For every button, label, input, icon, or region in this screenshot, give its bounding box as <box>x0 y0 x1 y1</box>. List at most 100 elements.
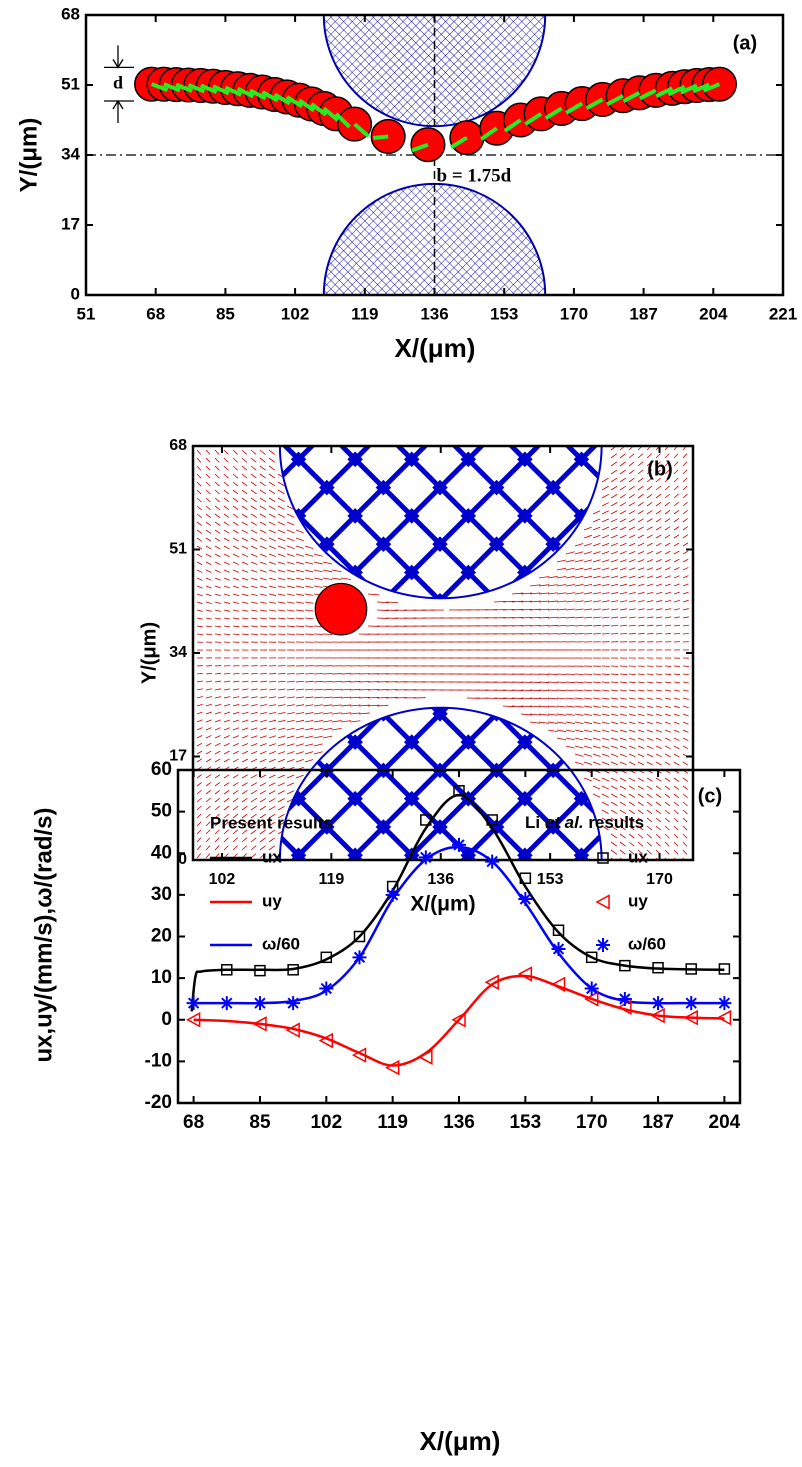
velocity-vector <box>223 703 231 707</box>
velocity-vector <box>673 777 680 782</box>
velocity-vector <box>268 457 276 463</box>
panel-label: (b) <box>647 458 673 480</box>
velocity-vector <box>682 745 689 750</box>
velocity-vector <box>223 758 230 763</box>
velocity-vector <box>259 457 266 463</box>
velocity-vector <box>619 857 624 860</box>
velocity-vector <box>502 600 515 603</box>
velocity-vector <box>538 713 550 716</box>
velocity-vector <box>655 477 661 483</box>
velocity-vector <box>610 469 618 475</box>
velocity-vector <box>223 782 230 787</box>
velocity-vector <box>610 461 618 467</box>
velocity-vector <box>619 453 626 459</box>
velocity-vector <box>331 680 342 683</box>
velocity-vector <box>619 801 627 806</box>
velocity-vector <box>637 833 644 839</box>
velocity-vector <box>583 526 592 531</box>
velocity-vector <box>646 777 653 782</box>
velocity-vector <box>214 813 220 819</box>
velocity-vector <box>556 681 567 684</box>
velocity-vector <box>592 713 601 716</box>
velocity-vector <box>214 545 221 550</box>
velocity-vector <box>592 592 601 595</box>
velocity-vector <box>295 704 305 707</box>
velocity-vector <box>241 758 249 763</box>
velocity-vector <box>340 696 352 699</box>
velocity-vector <box>646 745 654 749</box>
velocity-vector <box>268 617 277 620</box>
velocity-vector <box>601 502 609 507</box>
velocity-vector <box>196 750 203 755</box>
velocity-vector <box>637 624 645 627</box>
velocity-vector <box>268 798 276 803</box>
velocity-vector <box>286 743 295 747</box>
velocity-vector <box>601 761 610 766</box>
velocity-vector <box>583 761 592 765</box>
velocity-vector <box>556 737 567 741</box>
velocity-vector <box>673 534 680 539</box>
velocity-vector <box>628 857 632 860</box>
velocity-vector <box>205 853 211 859</box>
x-tick-label: 119 <box>351 304 378 323</box>
velocity-vector <box>250 457 257 463</box>
velocity-vector <box>214 617 222 620</box>
velocity-vector <box>682 453 688 459</box>
velocity-vector <box>250 513 257 518</box>
velocity-vector <box>250 601 258 604</box>
legend-marker <box>595 894 610 910</box>
velocity-vector <box>286 719 295 723</box>
velocity-vector <box>259 601 267 604</box>
velocity-vector <box>619 697 627 700</box>
velocity-vector <box>673 817 679 823</box>
velocity-vector <box>619 485 627 491</box>
velocity-vector <box>304 585 314 588</box>
velocity-vector <box>259 680 267 683</box>
velocity-vector <box>331 696 342 699</box>
velocity-vector <box>277 521 285 526</box>
velocity-vector <box>610 801 618 806</box>
velocity-vector <box>673 510 679 515</box>
marker <box>486 814 498 826</box>
velocity-vector <box>538 697 550 700</box>
orientation-line <box>212 84 230 96</box>
velocity-vector <box>232 743 239 747</box>
velocity-vector <box>196 782 202 787</box>
velocity-vector <box>520 705 532 708</box>
velocity-vector <box>628 526 636 531</box>
orientation-line <box>163 82 181 93</box>
velocity-vector <box>655 526 662 531</box>
velocity-vector <box>601 777 610 782</box>
velocity-vector <box>574 721 584 725</box>
velocity-vector <box>538 721 550 724</box>
velocity-vector <box>664 825 670 831</box>
velocity-vector <box>214 465 220 471</box>
velocity-vector <box>673 616 680 619</box>
velocity-vector <box>565 721 575 724</box>
velocity-vector <box>628 575 636 579</box>
velocity-vector <box>214 529 221 534</box>
velocity-vector <box>232 521 239 526</box>
velocity-vector <box>250 829 257 835</box>
velocity-vector <box>286 545 295 549</box>
velocity-vector <box>682 777 689 782</box>
velocity-vector <box>277 790 285 795</box>
velocity-vector <box>232 782 239 787</box>
velocity-vector <box>682 761 689 766</box>
velocity-vector <box>610 713 619 717</box>
velocity-vector <box>214 601 221 604</box>
velocity-vector <box>232 577 240 581</box>
velocity-vector <box>205 449 211 455</box>
velocity-vector <box>637 469 644 475</box>
velocity-vector <box>286 577 295 581</box>
velocity-vector <box>214 696 222 699</box>
velocity-vector <box>223 813 230 819</box>
velocity-vector <box>637 453 644 459</box>
velocity-vector <box>610 745 618 749</box>
velocity-vector <box>583 689 593 692</box>
velocity-vector <box>259 521 267 526</box>
velocity-vector <box>637 477 644 483</box>
velocity-vector <box>214 633 222 636</box>
velocity-vector <box>205 821 211 827</box>
velocity-vector <box>556 608 567 611</box>
